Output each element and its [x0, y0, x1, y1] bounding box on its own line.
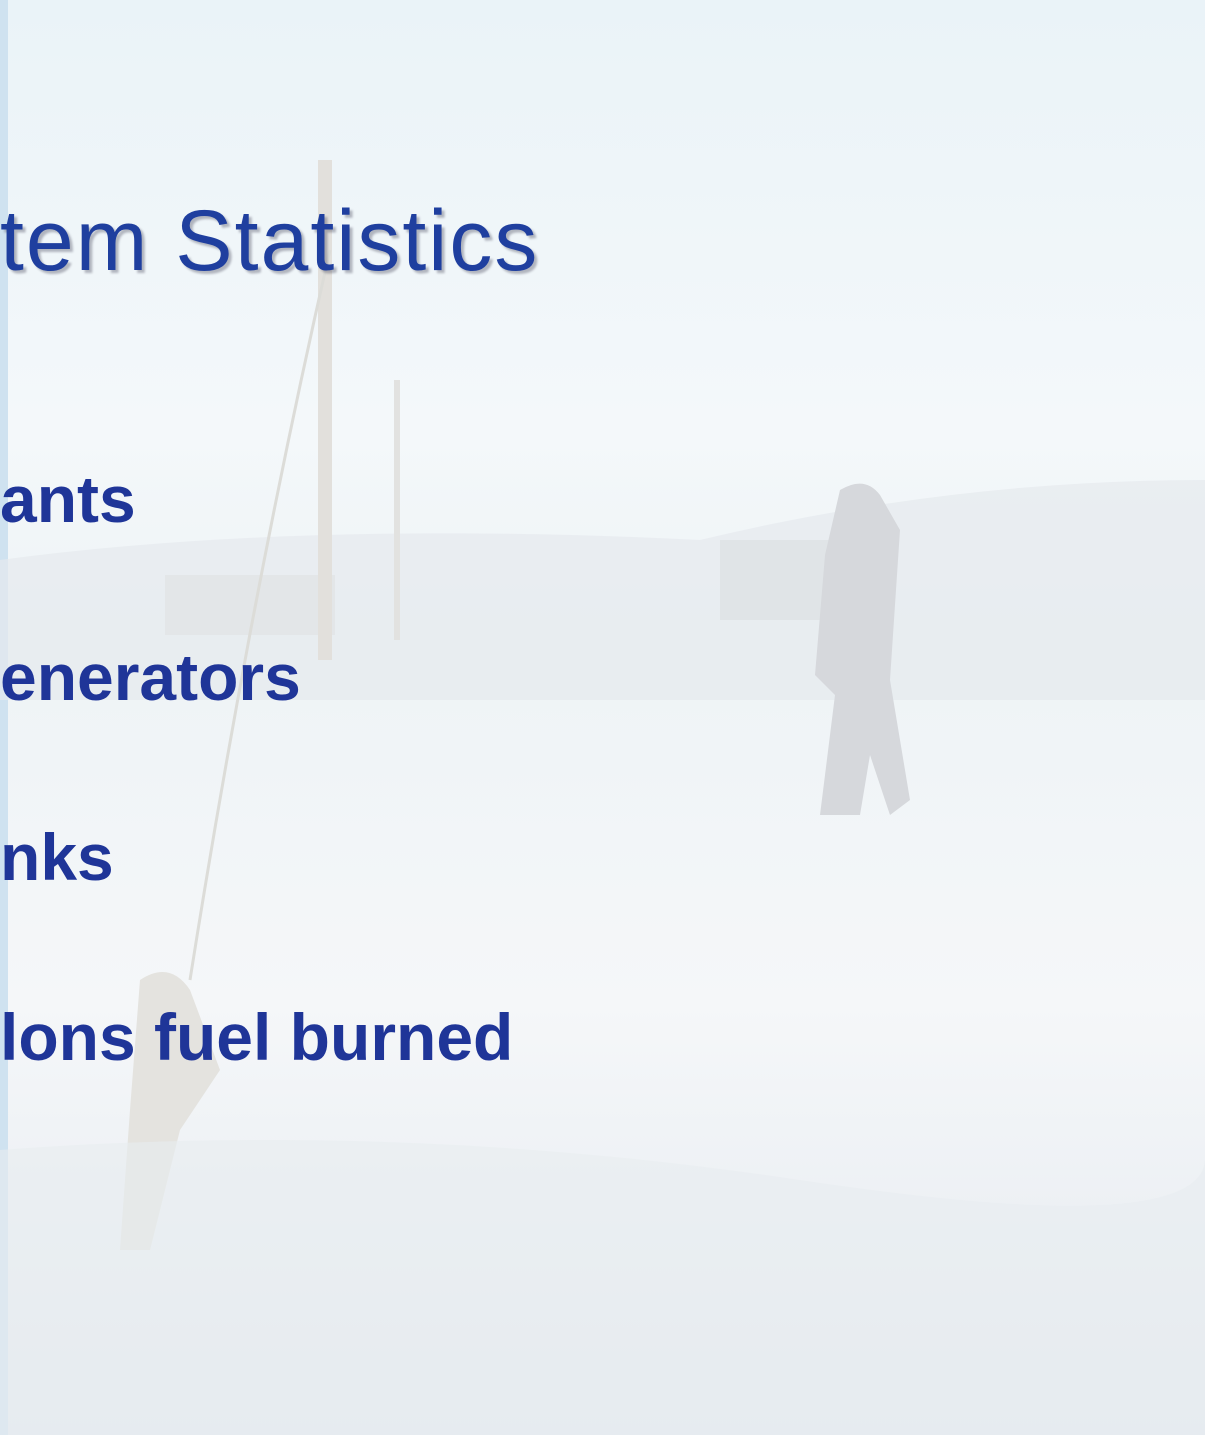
slide-title: tem Statistics	[0, 198, 539, 284]
slide: tem Statistics ants enerators nks lons fuel…	[0, 0, 1205, 1435]
pole	[394, 380, 400, 640]
house	[720, 540, 830, 620]
bullet-item: enerators	[0, 644, 301, 710]
bullet-item: lons fuel burned	[0, 1004, 513, 1070]
bullet-item: nks	[0, 824, 114, 890]
bullet-item: ants	[0, 466, 136, 532]
